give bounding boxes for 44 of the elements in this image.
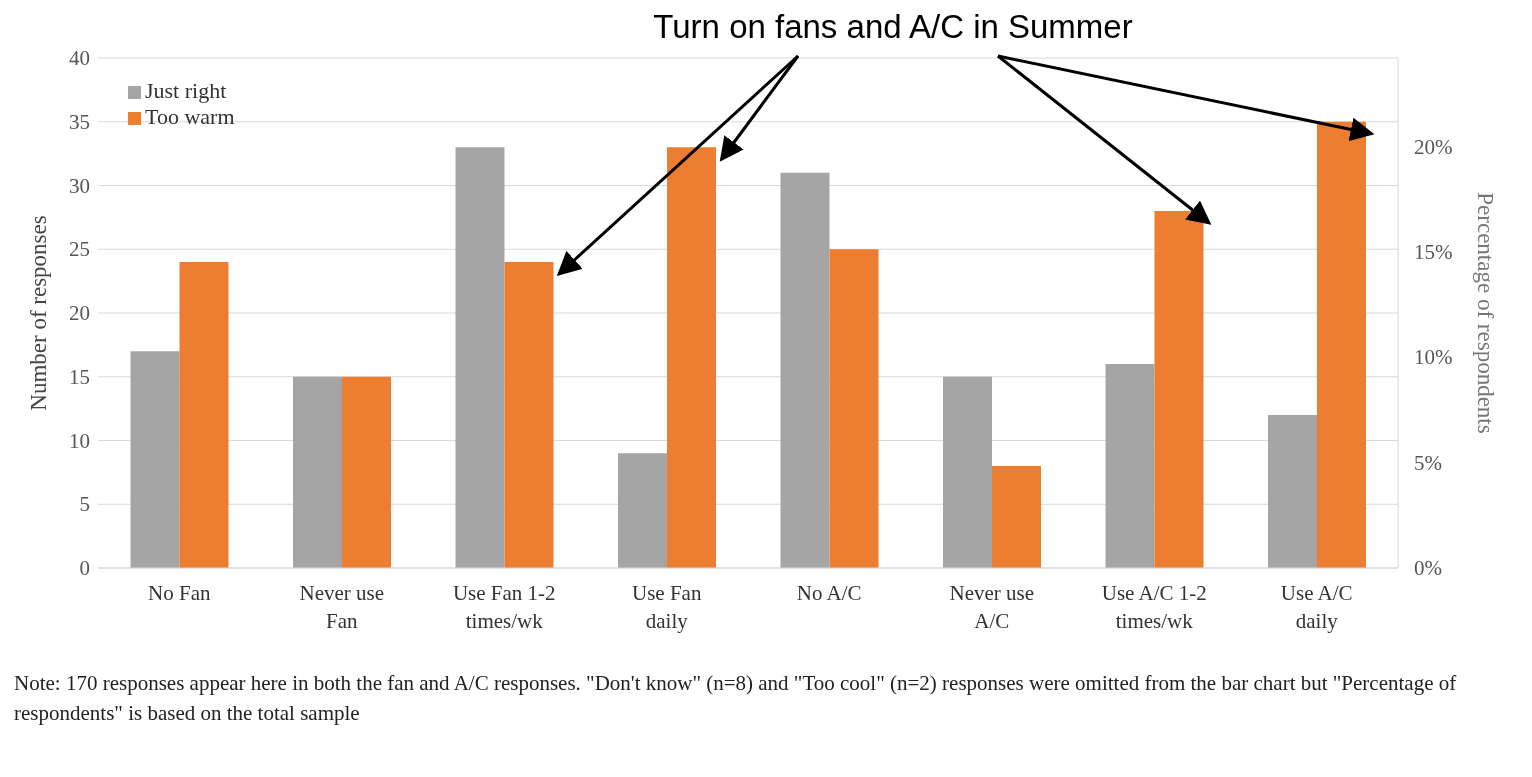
y-tick-label: 15 [69, 364, 90, 389]
bar [780, 172, 830, 568]
y2-tick-label: 0% [1414, 556, 1442, 580]
bar [293, 376, 342, 568]
x-tick-label: Use Fan 1-2 times/wk [452, 581, 556, 633]
bar [1154, 211, 1204, 568]
bar [1268, 415, 1317, 568]
x-tick-label: No Fan [148, 581, 211, 605]
bar [130, 351, 180, 568]
y-tick-label: 10 [69, 428, 90, 453]
bar [342, 376, 391, 568]
bar [618, 453, 667, 568]
bar [829, 249, 879, 568]
y2-tick-label: 20% [1414, 134, 1453, 159]
text: Turn on fans and A/C in Summer [649, 8, 1137, 46]
y2-axis-title: Percentage of respondents [1473, 192, 1498, 434]
x-tick-label: No A/C [796, 581, 862, 605]
x-tick-label: Use A/C 1-2 times/wk [1101, 581, 1207, 633]
x-tick-label: Never use Fan [299, 581, 385, 633]
y-tick-label: 40 [69, 46, 90, 70]
y2-tick-label: 15% [1414, 239, 1453, 264]
y-tick-label: 30 [69, 173, 90, 198]
y-tick-label: 0 [79, 556, 90, 580]
y-axis-title: Number of responses [26, 215, 51, 411]
legend-label: Just right [145, 78, 227, 103]
legend-label: Too warm [145, 104, 235, 129]
bar [455, 147, 505, 568]
y-tick-label: 25 [69, 237, 90, 262]
bar [992, 466, 1041, 568]
bar [943, 376, 992, 568]
y-tick-label: 35 [69, 109, 90, 134]
bar [667, 147, 716, 568]
bar [1317, 121, 1366, 568]
bar [504, 262, 554, 568]
bar [179, 262, 229, 568]
y2-tick-label: 5% [1414, 450, 1442, 475]
bar [1105, 364, 1155, 568]
text: Note: 170 responses appear here in both the fan and A/C responses. "Don't know" (n=8) and "Too cool" (n=2) responses were omitted from the bar chart but "Percentage of respondents" is based on the total sample [14, 670, 1458, 727]
y-tick-label: 20 [69, 301, 90, 325]
y-tick-label: 5 [79, 492, 90, 517]
x-tick-label: Use Fan daily [632, 581, 702, 633]
x-tick-label: Never use A/C [949, 581, 1035, 633]
x-tick-label: Use A/C daily [1280, 581, 1353, 633]
y2-tick-label: 10% [1414, 345, 1453, 370]
